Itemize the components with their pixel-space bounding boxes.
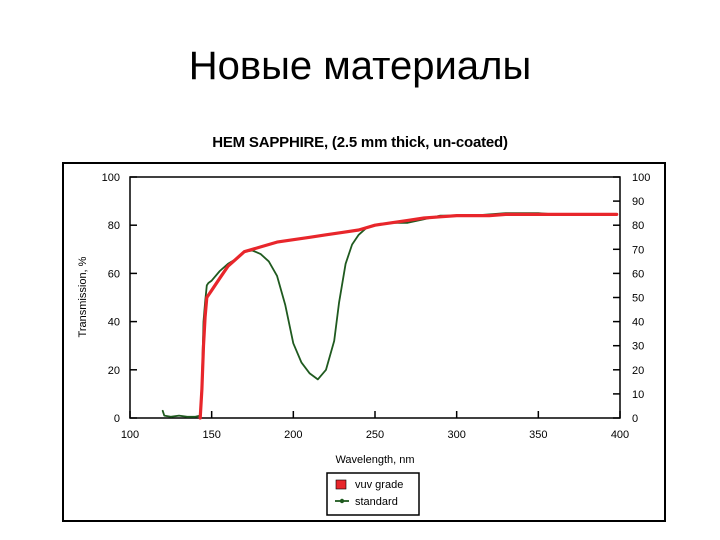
x-tick-label-100: 100 [121,429,139,441]
x-tick-label-300: 300 [447,429,465,441]
legend: vuv grade standard [326,472,420,516]
legend-label-vuv-grade: vuv grade [355,479,403,491]
y-tick-label-left-40: 40 [108,317,120,329]
y-tick-label-left-20: 20 [108,365,120,377]
y-tick-label-left-100: 100 [102,172,120,184]
series-line-standard [161,212,589,418]
y-tick-label-right-0: 0 [632,413,638,425]
y-tick-label-left-60: 60 [108,268,120,280]
y-tick-label-right-80: 80 [632,220,644,232]
series-line-vuv-grade [198,212,619,420]
x-tick-label-400: 400 [611,429,629,441]
y-axis-label: Transmission, % [77,256,89,337]
y-tick-label-right-40: 40 [632,317,644,329]
y-tick-label-right-50: 50 [632,293,644,305]
series-layer [161,212,619,420]
left-axis: 0 20 40 60 80 100 [102,172,137,425]
right-axis: 0 10 20 30 40 50 60 70 80 90 100 [613,172,650,425]
x-tick-label-350: 350 [529,429,547,441]
y-tick-label-right-70: 70 [632,244,644,256]
y-tick-label-right-60: 60 [632,268,644,280]
chart-title: HEM SAPPHIRE, (2.5 mm thick, un-coated) [212,134,508,151]
legend-marker-standard [339,498,345,504]
y-tick-label-right-30: 30 [632,341,644,353]
x-axis: 100 150 200 250 300 350 400 [121,411,629,441]
y-tick-label-left-0: 0 [114,413,120,425]
x-axis-label: Wavelength, nm [335,454,414,466]
y-tick-label-left-80: 80 [108,220,120,232]
x-tick-label-200: 200 [284,429,302,441]
slide-title: Новые материалы [188,44,532,88]
x-tick-label-150: 150 [202,429,220,441]
y-tick-label-right-20: 20 [632,365,644,377]
chart-frame [62,162,666,522]
y-tick-label-right-90: 90 [632,196,644,208]
y-tick-label-right-10: 10 [632,389,644,401]
x-tick-label-250: 250 [366,429,384,441]
legend-label-standard: standard [355,496,398,508]
y-tick-label-right-100: 100 [632,172,650,184]
legend-swatch-vuv-grade [335,479,347,490]
